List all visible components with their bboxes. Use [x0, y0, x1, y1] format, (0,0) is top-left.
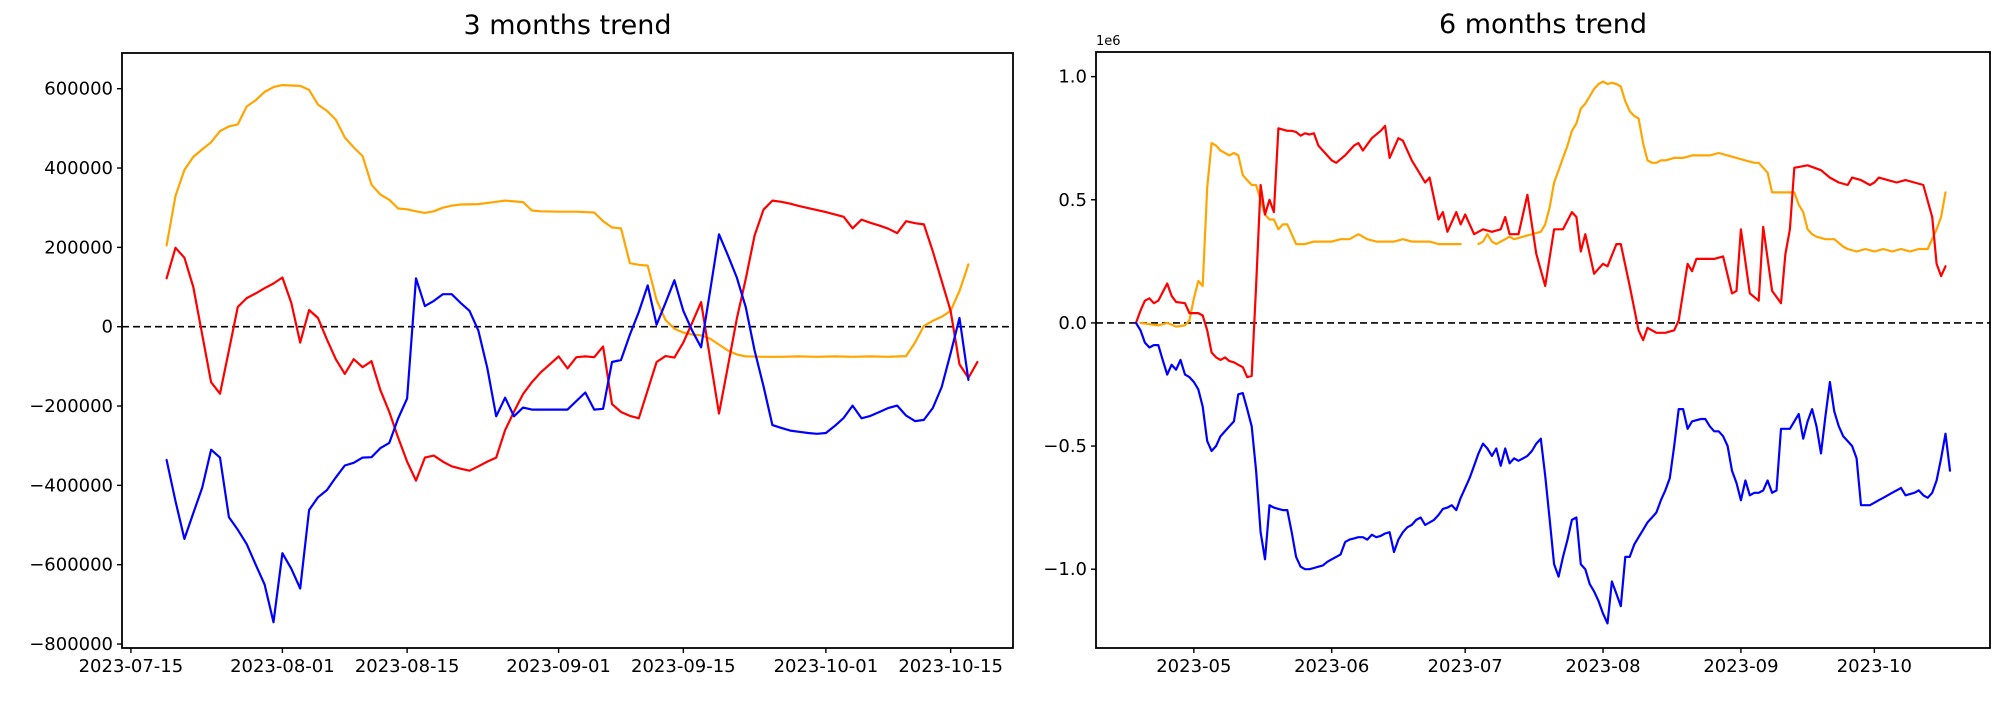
- y-axis-offset-label: 1e6: [1096, 34, 1121, 49]
- plot-area: [122, 53, 1013, 648]
- x-tick-label: 2023-10-01: [774, 656, 879, 677]
- y-tick-label: −0.5: [1043, 436, 1087, 457]
- plot-area: [1096, 52, 1990, 648]
- series-line-red: [165, 199, 979, 482]
- x-tick-label: 2023-08-15: [355, 656, 460, 677]
- y-tick-label: −600000: [29, 555, 113, 576]
- axes-spines: [1095, 51, 1991, 649]
- x-tick-label: 2023-08-01: [230, 656, 335, 677]
- y-tick-label: 400000: [44, 158, 113, 179]
- y-tick-label: 0.0: [1058, 313, 1087, 334]
- y-tick-label: 0: [102, 317, 113, 338]
- series-line-red: [1134, 124, 1947, 379]
- series-line-orange: [165, 84, 970, 358]
- x-tick-label: 2023-09-15: [631, 656, 736, 677]
- y-tick-label: −200000: [29, 396, 113, 417]
- series-line-orange: [1139, 80, 1947, 328]
- x-tick-label: 2023-07: [1428, 656, 1503, 677]
- series-line-blue: [1134, 321, 1952, 625]
- y-tick-label: −1.0: [1043, 559, 1087, 580]
- x-tick-label: 2023-05: [1156, 656, 1231, 677]
- chart-1: 2023-05 2023-06 2023-07 2023-08 2023-09 2023-…: [1043, 9, 1991, 677]
- y-tick-label: 1.0: [1058, 67, 1087, 88]
- chart-0: 2023-07-15 2023-08-01 2023-08-15 2023-09-01…: [29, 10, 1014, 677]
- x-tick-label: 2023-09-01: [506, 656, 611, 677]
- y-tick-label: −800000: [29, 634, 113, 655]
- y-tick-label: −400000: [29, 475, 113, 496]
- y-tick-label: 200000: [44, 237, 113, 258]
- y-tick-label: 0.5: [1058, 190, 1087, 211]
- y-tick-label: 600000: [44, 79, 113, 100]
- series-line-blue: [165, 233, 970, 624]
- x-tick-label: 2023-07-15: [79, 656, 184, 677]
- chart-title: 3 months trend: [464, 10, 672, 41]
- axes-spines: [121, 52, 1014, 649]
- x-tick-label: 2023-10-15: [898, 656, 1003, 677]
- x-tick-label: 2023-08: [1565, 656, 1640, 677]
- x-tick-label: 2023-10: [1837, 656, 1912, 677]
- x-tick-label: 2023-09: [1703, 656, 1778, 677]
- chart-title: 6 months trend: [1439, 9, 1647, 40]
- x-tick-label: 2023-06: [1294, 656, 1369, 677]
